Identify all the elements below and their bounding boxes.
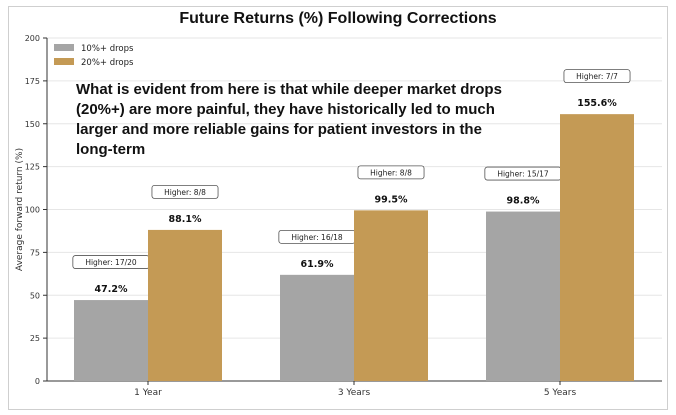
- y-tick-label: 175: [25, 77, 40, 86]
- y-tick-label: 100: [25, 206, 40, 215]
- y-axis-label: Average forward return (%): [15, 148, 25, 271]
- annotation-label: Higher: 7/7: [576, 72, 618, 81]
- y-tick-label: 25: [30, 334, 40, 343]
- x-tick-label: 1 Year: [134, 388, 162, 398]
- annotation-label: Higher: 17/20: [85, 258, 137, 267]
- x-tick-label: 5 Years: [544, 388, 577, 398]
- y-tick-label: 125: [25, 163, 40, 172]
- legend-swatch: [54, 58, 74, 65]
- bar-10pct: [74, 300, 148, 381]
- annotation-box: [563, 69, 631, 84]
- y-tick-label: 200: [25, 34, 40, 43]
- bar-10pct: [486, 211, 560, 381]
- annotation-label: Higher: 8/8: [370, 168, 412, 177]
- chart-title: Future Returns (%) Following Corrections: [179, 10, 497, 27]
- bar-20pct: [148, 229, 222, 381]
- x-tick-label: 3 Years: [338, 388, 371, 398]
- data-label: 99.5%: [375, 194, 408, 205]
- data-label: 47.2%: [95, 284, 128, 295]
- annotation-box: [357, 165, 425, 180]
- data-label: 98.8%: [507, 196, 540, 207]
- data-label: 88.1%: [169, 214, 202, 225]
- y-tick-label: 0: [35, 377, 40, 386]
- data-label: 61.9%: [301, 259, 334, 270]
- chart-frame: [8, 6, 668, 410]
- annotation-label: Higher: 15/17: [497, 170, 549, 179]
- y-tick-label: 150: [25, 120, 40, 129]
- annotation-box: [151, 185, 219, 199]
- y-tick-label: 50: [30, 291, 40, 300]
- bar-20pct: [354, 210, 428, 381]
- overlay-annotation: What is evident from here is that while …: [76, 81, 502, 158]
- annotation-label: Higher: 16/18: [291, 233, 343, 242]
- legend-label: 10%+ drops: [81, 44, 134, 54]
- y-tick-label: 75: [30, 248, 40, 257]
- bar-10pct: [280, 274, 354, 381]
- legend-label: 20%+ drops: [81, 58, 134, 68]
- annotation-label: Higher: 8/8: [164, 188, 206, 197]
- bar-20pct: [560, 114, 634, 382]
- legend-swatch: [54, 44, 74, 51]
- data-label: 155.6%: [577, 98, 617, 109]
